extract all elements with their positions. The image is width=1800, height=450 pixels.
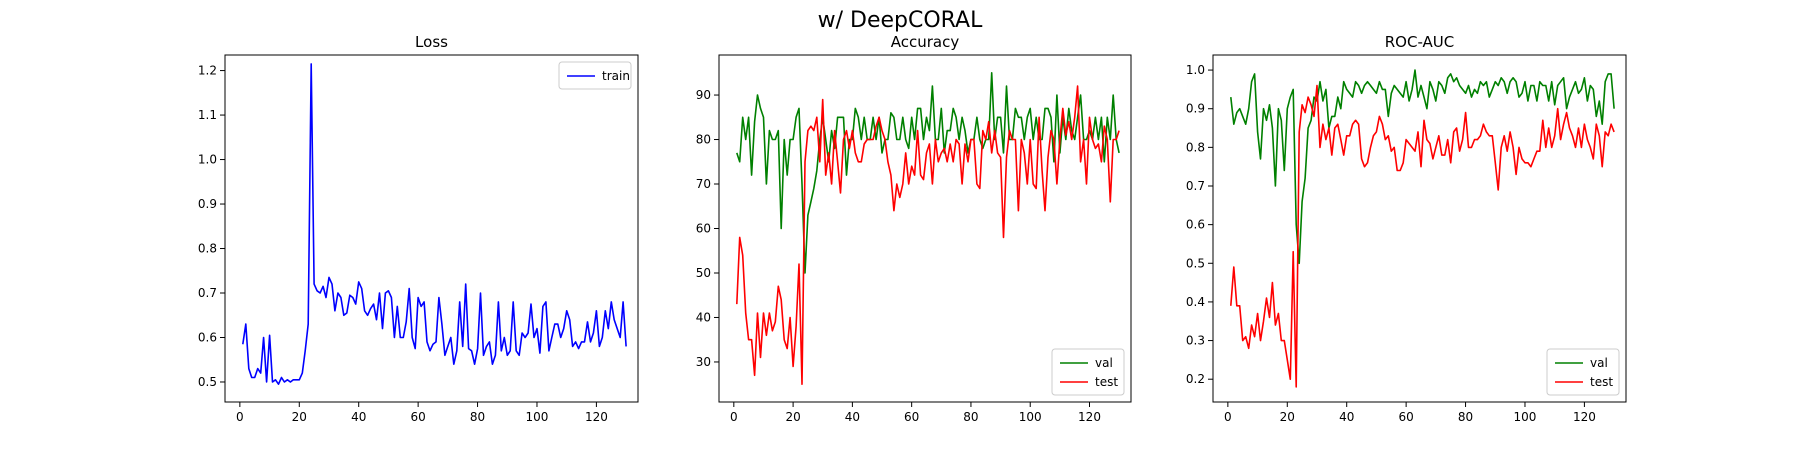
accuracy-y-tick-label: 80 [696, 133, 711, 147]
loss-legend-label-train: train [602, 69, 630, 83]
accuracy-legend: val test [1051, 348, 1125, 396]
loss-y-tick-label: 1.0 [198, 153, 217, 167]
accuracy-x-tick-label: 120 [1078, 410, 1101, 424]
accuracy-x-tick-label: 0 [730, 410, 738, 424]
roc-auc-legend: val test [1546, 348, 1620, 396]
roc-auc-legend-box [1546, 348, 1620, 396]
roc-auc-y-tick-label: 0.2 [1186, 372, 1205, 386]
roc-auc-y-tick-label: 0.9 [1186, 102, 1205, 116]
roc-auc-legend-label-val: val [1590, 356, 1608, 370]
roc-auc-title: ROC-AUC [1385, 33, 1455, 51]
accuracy-legend-label-test: test [1095, 375, 1118, 389]
loss-series-train-line [242, 63, 627, 386]
accuracy-y-tick-label: 60 [696, 222, 711, 236]
accuracy-x-tick-label: 60 [904, 410, 919, 424]
accuracy-series-val-line [736, 72, 1120, 274]
accuracy-title: Accuracy [891, 33, 960, 51]
roc-auc-y-tick-label: 0.4 [1186, 295, 1205, 309]
accuracy-legend-label-val: val [1095, 356, 1113, 370]
roc-auc-y-tick-label: 0.8 [1186, 140, 1205, 154]
loss-axes-frame [224, 54, 639, 403]
roc-auc-x-tick-label: 100 [1514, 410, 1537, 424]
roc-auc-y-tick-label: 0.5 [1186, 256, 1205, 270]
accuracy-x-tick-label: 100 [1019, 410, 1042, 424]
chart-accuracy: Accuracy 0 20 40 60 80 100 120 30 40 50 60 70 80 90 val… [696, 33, 1132, 424]
roc-auc-x-tick-label: 40 [1339, 410, 1354, 424]
accuracy-x-tick-label: 20 [785, 410, 800, 424]
accuracy-y-tick-label: 40 [696, 310, 711, 324]
accuracy-legend-box [1051, 348, 1125, 396]
loss-x-tick-label: 40 [351, 410, 366, 424]
roc-auc-legend-label-test: test [1590, 375, 1613, 389]
loss-y-tick-label: 0.8 [198, 242, 217, 256]
loss-y-tick-label: 1.1 [198, 108, 217, 122]
roc-auc-y-tick-label: 0.6 [1186, 218, 1205, 232]
loss-x-tick-label: 80 [470, 410, 485, 424]
accuracy-y-tick-label: 90 [696, 88, 711, 102]
roc-auc-axes-frame [1212, 54, 1627, 403]
roc-auc-x-tick-label: 0 [1224, 410, 1232, 424]
loss-x-tick-label: 20 [292, 410, 307, 424]
loss-y-tick-label: 1.2 [198, 64, 217, 78]
roc-auc-y-tick-label: 1.0 [1186, 63, 1205, 77]
roc-auc-y-tick-label: 0.3 [1186, 334, 1205, 348]
chart-loss: Loss 0 20 40 60 80 100 120 0.5 0.6 0.7 0.8 0.9 1.0 1.1… [198, 33, 639, 424]
loss-x-tick-label: 120 [585, 410, 608, 424]
loss-x-tick-label: 100 [526, 410, 549, 424]
loss-y-tick-label: 0.6 [198, 330, 217, 344]
loss-y-tick-label: 0.7 [198, 286, 217, 300]
loss-y-tick-label: 0.5 [198, 375, 217, 389]
roc-auc-series-val-line [1230, 69, 1615, 265]
loss-legend: train [558, 61, 632, 90]
accuracy-y-tick-label: 30 [696, 355, 711, 369]
loss-x-tick-label: 0 [236, 410, 244, 424]
accuracy-x-tick-label: 40 [845, 410, 860, 424]
roc-auc-x-tick-label: 60 [1398, 410, 1413, 424]
loss-y-tick-label: 0.9 [198, 197, 217, 211]
roc-auc-x-tick-label: 80 [1458, 410, 1473, 424]
loss-title: Loss [415, 33, 448, 51]
roc-auc-series-test-line [1230, 84, 1615, 388]
roc-auc-y-tick-label: 0.7 [1186, 179, 1205, 193]
accuracy-y-tick-label: 70 [696, 177, 711, 191]
accuracy-y-tick-label: 50 [696, 266, 711, 280]
accuracy-x-tick-label: 80 [963, 410, 978, 424]
roc-auc-x-tick-label: 20 [1280, 410, 1295, 424]
roc-auc-x-tick-label: 120 [1573, 410, 1596, 424]
figure-title: w/ DeepCORAL [818, 8, 983, 33]
accuracy-series-test-line [736, 85, 1120, 386]
loss-x-tick-label: 60 [410, 410, 425, 424]
chart-roc-auc: ROC-AUC 0 20 40 60 80 100 120 0.2 0.3 0.4 0.5 0.6 0.7… [1186, 33, 1627, 424]
